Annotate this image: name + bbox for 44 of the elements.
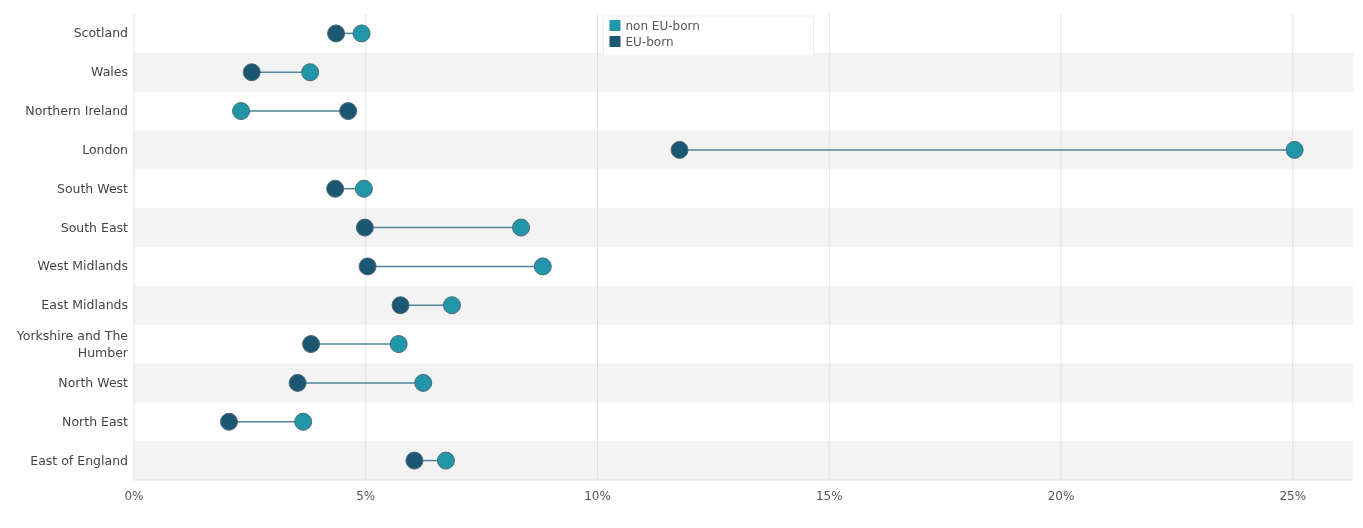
x-tick-label: 15%: [815, 489, 843, 503]
point: [414, 373, 433, 392]
y-tick-label: South West: [56, 180, 129, 196]
point: [355, 218, 374, 237]
point: [436, 451, 455, 470]
y-tick-label: East of England: [30, 452, 128, 468]
y-tick-label: Scotland: [73, 25, 128, 41]
point: [232, 102, 251, 121]
point: [391, 296, 410, 315]
x-tick-label: 5%: [356, 489, 376, 503]
y-tick-label: East Midlands: [41, 297, 128, 313]
point: [389, 335, 408, 354]
y-tick-label: South East: [60, 219, 129, 235]
x-tick-label: 25%: [1279, 489, 1307, 503]
point: [512, 218, 531, 237]
point: [288, 373, 307, 392]
y-tick-label: Wales: [91, 64, 128, 80]
point: [242, 63, 261, 82]
y-tick-label: North East: [62, 413, 129, 429]
point: [354, 179, 373, 198]
x-tick-label: 20%: [1047, 489, 1075, 503]
point: [405, 451, 424, 470]
point: [339, 102, 358, 121]
point: [533, 257, 552, 276]
y-tick-label: Northern Ireland: [25, 103, 128, 119]
point: [326, 179, 345, 198]
point: [442, 296, 461, 315]
x-tick-label: 0%: [124, 489, 144, 503]
point: [327, 24, 346, 43]
point: [670, 140, 689, 159]
y-tick-label: Yorkshire and The Humber: [15, 327, 129, 360]
y-tick-label: London: [82, 141, 128, 157]
point: [1285, 140, 1304, 159]
point: [220, 412, 239, 431]
point: [294, 412, 313, 431]
x-tick-label: 10%: [584, 489, 611, 503]
point: [301, 63, 320, 82]
y-tick-label: West Midlands: [37, 258, 128, 274]
point: [358, 257, 377, 276]
y-tick-label: North West: [58, 374, 129, 390]
point: [352, 24, 371, 43]
point: [302, 335, 321, 354]
legend-label: EU-born: [625, 35, 674, 49]
legend-label: non EU-born: [625, 19, 700, 33]
